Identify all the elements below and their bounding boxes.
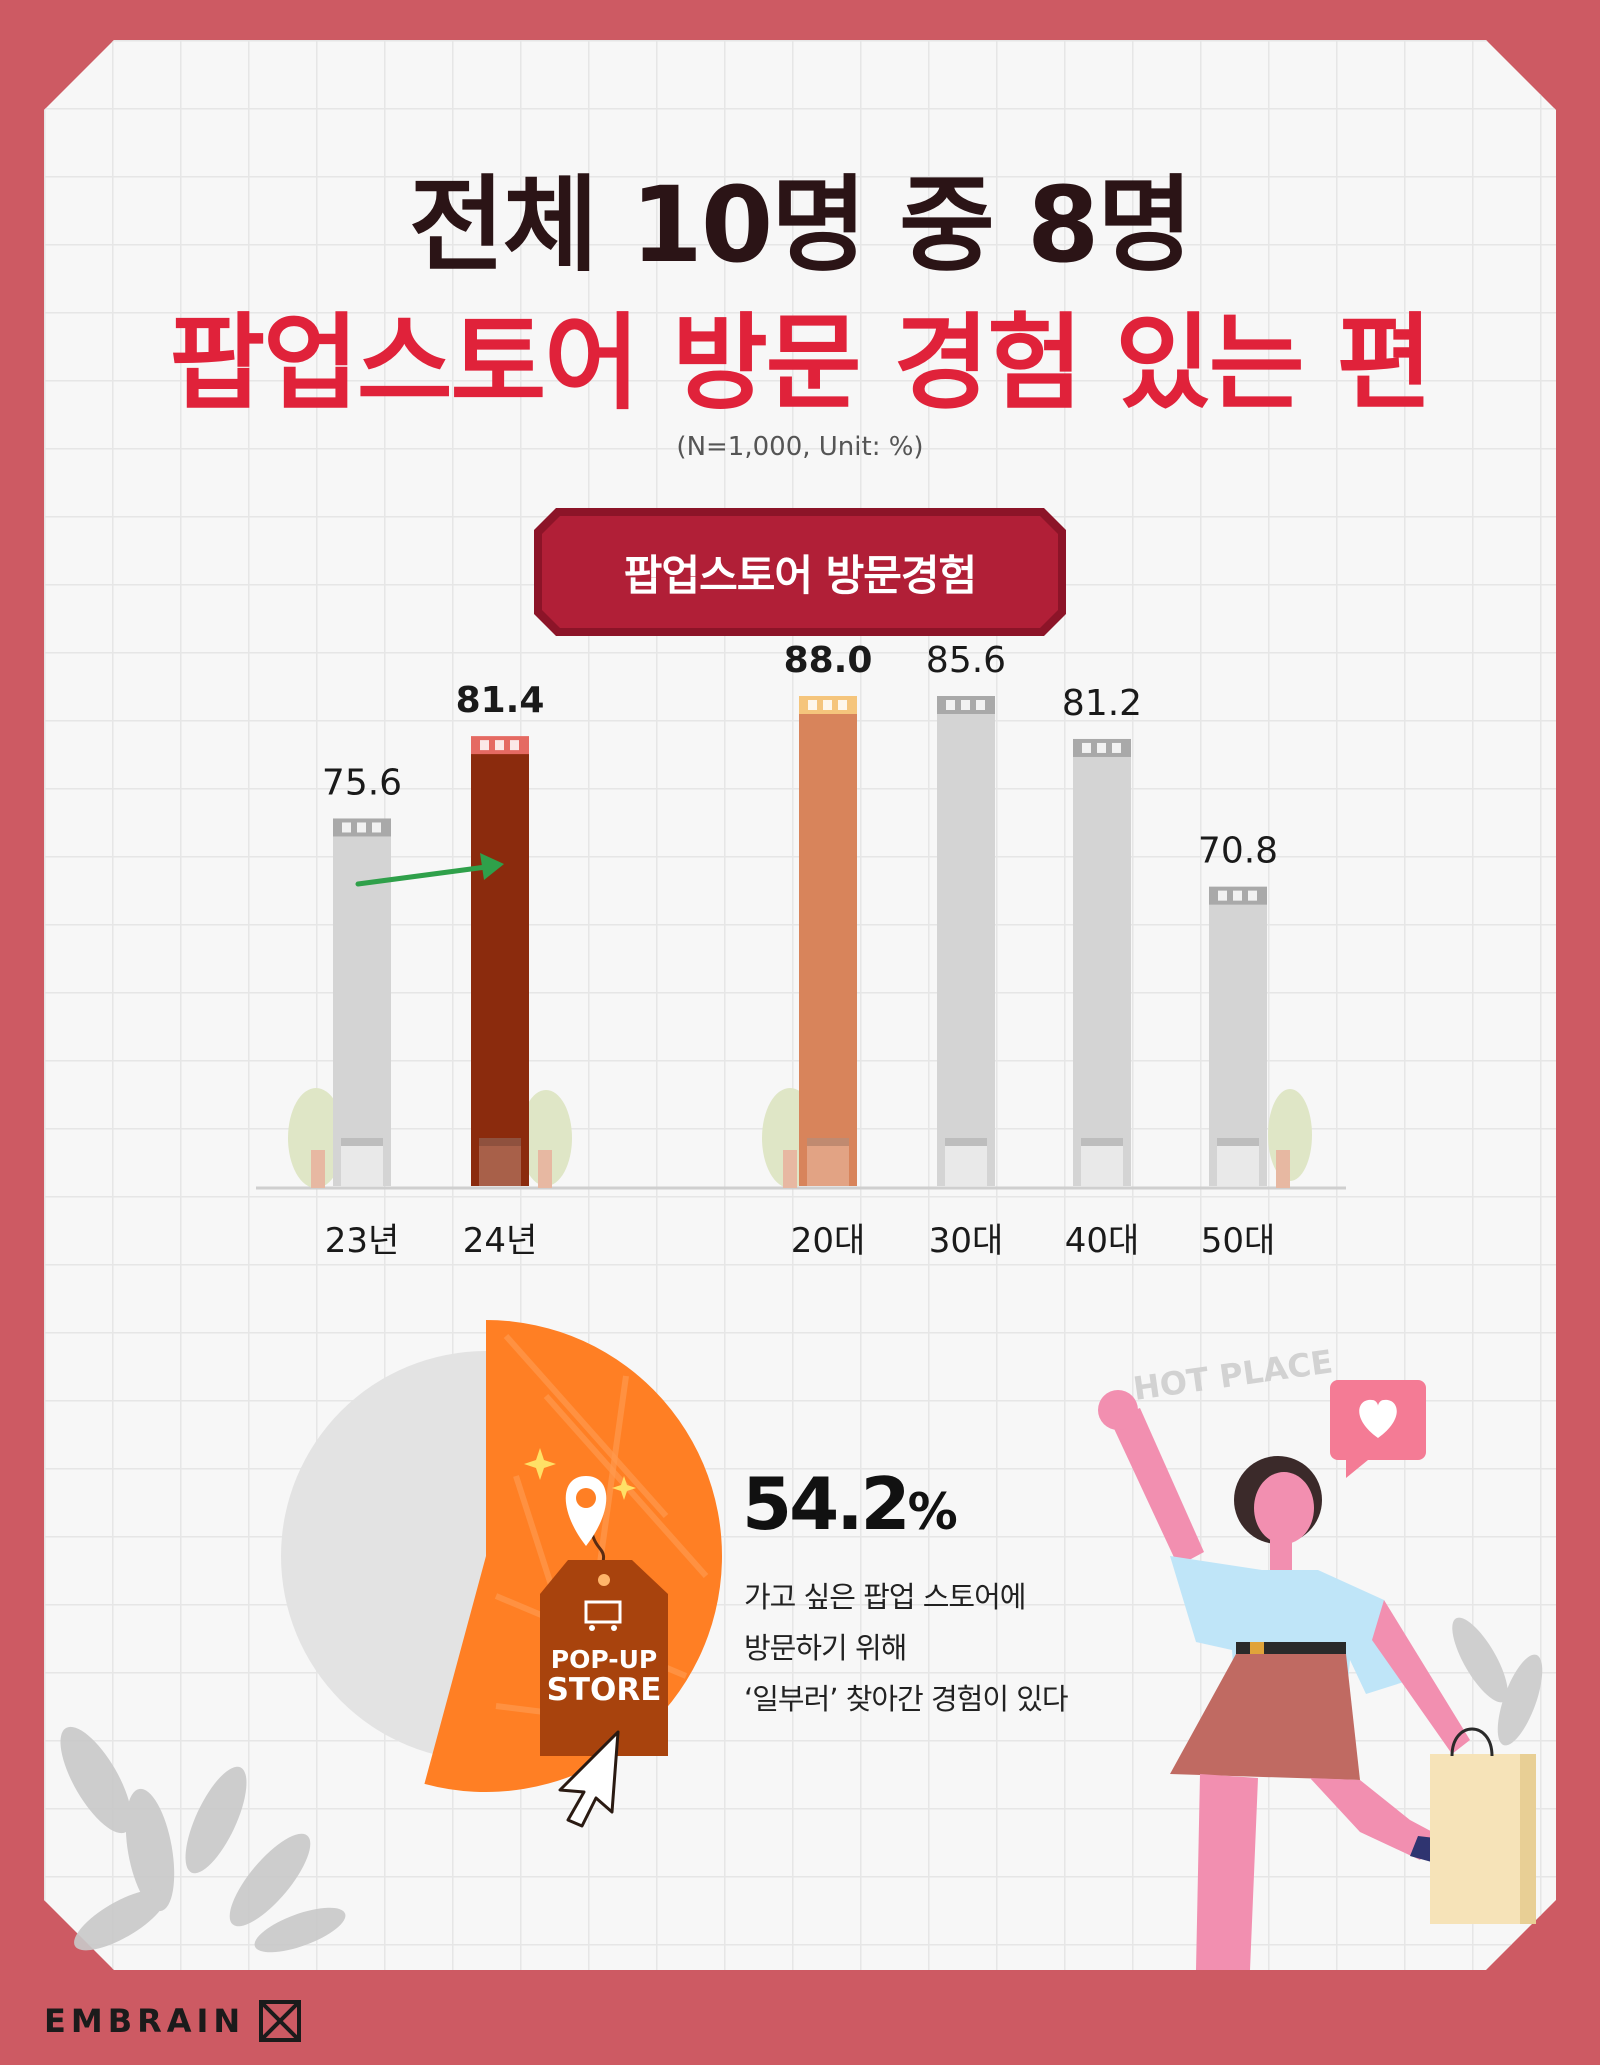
bar-door-frame [479,1138,521,1146]
bar-door [807,1138,849,1186]
section-badge: 팝업스토어 방문경험 [534,508,1066,636]
bar-awning-window [838,700,847,710]
highlight-percent: 54.2% [742,1462,958,1546]
bar-body [1209,890,1267,1186]
brand-logo-text: EMBRAIN [44,2002,246,2040]
bar-awning-window [961,700,970,710]
bar-category-label: 40대 [1065,1221,1140,1261]
desc-line-1: 가고 싶은 팝업 스토어에 [744,1580,1026,1614]
hot-place-label: HOT PLACE [1131,1342,1335,1408]
bar-body [1073,742,1131,1186]
heart-icon [1330,1380,1426,1478]
bar-awning-window [1233,890,1242,901]
bar-awning-window [823,700,832,710]
bar-value-label: 75.6 [322,762,402,803]
bar-awning-window [480,740,489,751]
bar-awning-window [357,822,366,833]
highlight-percent-sign: % [907,1483,958,1541]
highlight-percent-value: 54.2 [742,1462,911,1546]
bar-category-label: 30대 [929,1221,1004,1261]
bar-awning-window [342,822,351,833]
bar-40대 [1073,738,1131,1186]
brand-logo: EMBRAIN [44,2000,302,2042]
bar-23년 [333,818,391,1186]
bar-door [479,1138,521,1186]
section-badge-label: 팝업스토어 방문경험 [623,550,977,600]
bar-30대 [937,696,995,1186]
bar-category-label: 20대 [791,1221,866,1261]
bar-value-label: 88.0 [784,640,873,681]
bar-value-label: 81.2 [1062,683,1142,724]
brand-mark-icon [259,2000,302,2042]
bar-awning-window [510,740,519,751]
bar-category-label: 24년 [463,1221,538,1261]
bar-category-label: 50대 [1201,1221,1276,1261]
bar-50대 [1209,886,1267,1186]
bar-awning-window [372,822,381,833]
bar-body [471,740,529,1186]
bar-door-frame [341,1138,383,1146]
desc-line-2: 방문하기 위해 [744,1631,907,1665]
leaf-decoration [60,1726,346,1953]
location-pin-icon [524,1448,636,1546]
cursor-icon [558,1730,620,1828]
bar-awning-window [1112,742,1121,753]
desc-line-3: ‘일부러’ 찾아간 경험이 있다 [744,1682,1069,1716]
title-line-2: 팝업스토어 방문 경험 있는 편 [169,302,1433,424]
highlight-description: 가고 싶은 팝업 스토어에 방문하기 위해 ‘일부러’ 찾아간 경험이 있다 [744,1572,1144,1725]
map-street [503,1334,669,1518]
bar-awning-window [946,700,955,710]
tag-line-1: POP-UP [551,1645,657,1674]
bar-awning-window [1218,890,1227,901]
bar-value-label: 85.6 [926,640,1006,681]
bar-door-frame [945,1138,987,1146]
bar-awning-window [495,740,504,751]
leaf-decoration [1452,1617,1543,1746]
tag-line-2: STORE [547,1672,662,1708]
bar-awning-window [1082,742,1091,753]
bar-door-frame [1081,1138,1123,1146]
bar-body [333,822,391,1186]
bar-value-label: 70.8 [1198,831,1278,872]
bar-awning-window [976,700,985,710]
bar-door-frame [807,1138,849,1146]
bar-category-label: 23년 [325,1221,400,1261]
title-line-1: 전체 10명 중 8명 [408,164,1193,286]
bar-value-label: 81.4 [456,680,545,721]
bar-door-frame [1217,1138,1259,1146]
bar-body [799,700,857,1186]
bar-24년 [471,736,529,1186]
bar-body [937,700,995,1186]
bar-awning-window [1097,742,1106,753]
cart-icon [584,1600,622,1624]
trend-arrow-icon [355,853,504,887]
bar-20대 [799,696,857,1186]
popup-store-tag: POP-UP STORE [540,1511,668,1756]
bar-awning-window [808,700,817,710]
shopper-illustration [1098,1390,1536,1970]
bar-awning-window [1248,890,1257,901]
sample-info: (N=1,000, Unit: %) [676,432,924,462]
